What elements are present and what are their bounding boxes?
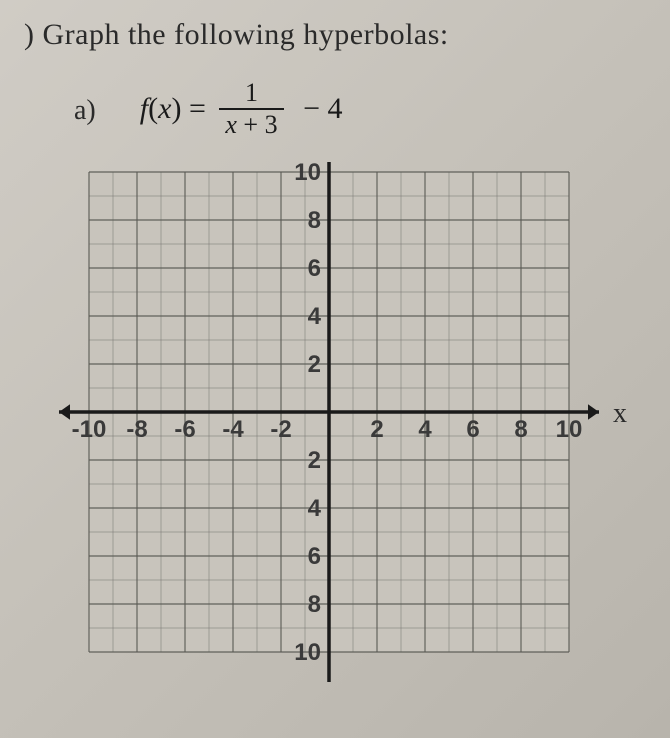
svg-text:-10: -10 [72,416,107,443]
paren-open: ( [148,92,158,125]
equals: = [181,92,213,125]
svg-text:6: 6 [466,416,479,443]
svg-text:2: 2 [308,351,321,378]
svg-text:10: 10 [294,162,321,186]
svg-text:10: 10 [556,416,583,443]
svg-text:8: 8 [308,207,321,234]
svg-text:4: 4 [418,416,432,443]
part-label: a) [74,95,96,127]
svg-text:2: 2 [308,447,321,474]
svg-text:6: 6 [308,543,321,570]
denominator: x + 3 [219,108,283,140]
fraction: 1x + 3 [219,78,283,140]
svg-text:-6: -6 [174,416,195,443]
denom-const: 3 [265,110,278,139]
paren-close: ) [171,92,181,125]
part-row: a) f(x) = 1x + 3 − 4 [24,80,646,142]
coordinate-grid: -10-8-6-4-2246810246810246810xy [44,162,664,682]
svg-text:8: 8 [514,416,527,443]
question-number-suffix: ) [24,18,43,51]
svg-text:4: 4 [308,495,322,522]
graph-container: -10-8-6-4-2246810246810246810xy [44,162,644,662]
title-text: Graph the following hyperbolas: [43,18,449,51]
svg-text:4: 4 [308,303,322,330]
svg-text:-2: -2 [270,416,291,443]
formula-x: x [158,92,171,125]
svg-text:8: 8 [308,591,321,618]
svg-text:-8: -8 [126,416,147,443]
svg-text:6: 6 [308,255,321,282]
trailing-term: − 4 [296,92,343,125]
denom-var: x [225,110,237,139]
denom-plus: + [237,110,265,139]
svg-text:2: 2 [370,416,383,443]
svg-text:-4: -4 [222,416,244,443]
svg-text:10: 10 [294,639,321,666]
formula: f(x) = 1x + 3 − 4 [140,80,343,142]
svg-text:x: x [613,398,627,429]
question-title: ) Graph the following hyperbolas: [24,18,646,52]
numerator: 1 [219,78,283,108]
worksheet-page: ) Graph the following hyperbolas: a) f(x… [0,0,670,738]
formula-f: f [140,92,148,125]
